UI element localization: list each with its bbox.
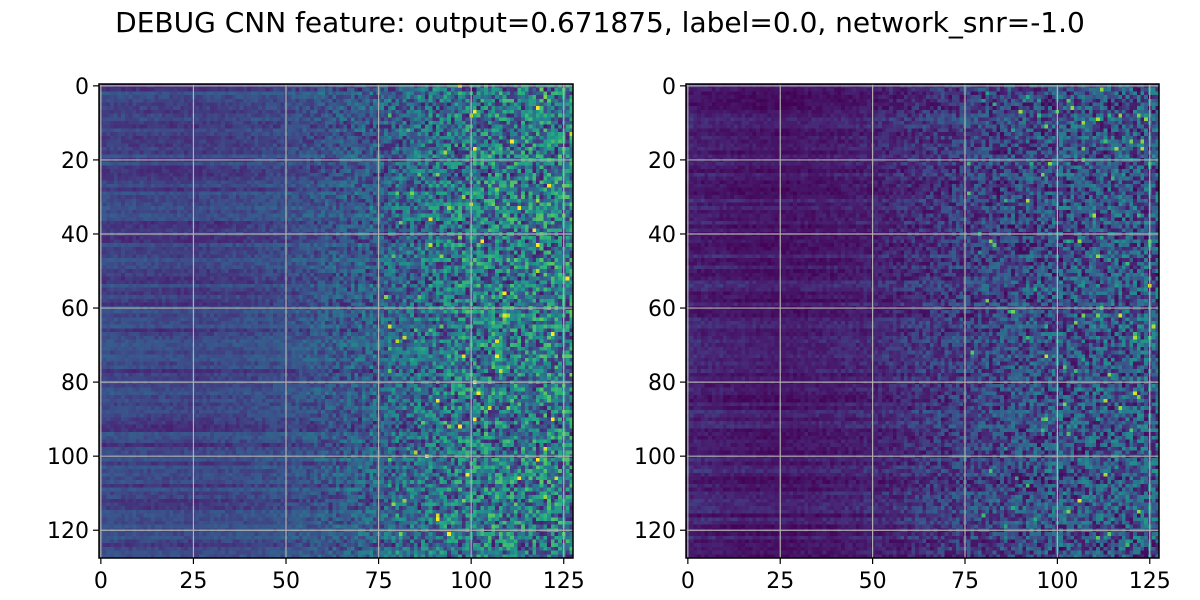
x-tick-label: 125 — [543, 569, 585, 594]
y-tick-label: 40 — [61, 223, 89, 248]
y-tick-label: 80 — [61, 371, 89, 396]
y-tick-label: 60 — [61, 297, 89, 322]
x-tick-label: 0 — [94, 569, 108, 594]
y-tick-label: 20 — [61, 149, 89, 174]
y-tick-label: 80 — [648, 371, 676, 396]
x-tick-label: 50 — [272, 569, 300, 594]
y-tick-label: 20 — [648, 149, 676, 174]
y-tick-label: 60 — [648, 297, 676, 322]
heatmap-panel-left: 0 25 50 75 100 125 0 20 40 60 80 100 120 — [47, 75, 585, 594]
axes-frame — [98, 83, 574, 559]
y-tick-label: 40 — [648, 223, 676, 248]
x-tick-label: 100 — [1036, 569, 1078, 594]
x-tick-label: 25 — [179, 569, 207, 594]
y-tick-label: 120 — [634, 519, 676, 544]
heatmap-image — [99, 84, 573, 558]
x-tick-label: 25 — [766, 569, 794, 594]
x-tick-label: 75 — [951, 569, 979, 594]
x-tick-label: 100 — [450, 569, 492, 594]
x-tick-label: 50 — [859, 569, 887, 594]
figure-title: DEBUG CNN feature: output=0.671875, labe… — [115, 6, 1085, 39]
x-tick-label: 75 — [365, 569, 393, 594]
y-tick-label: 100 — [634, 445, 676, 470]
y-tick-label: 0 — [662, 75, 676, 100]
y-tick-label: 100 — [47, 445, 89, 470]
x-tick-label: 0 — [681, 569, 695, 594]
x-tick-label: 125 — [1129, 569, 1171, 594]
heatmap-image — [686, 84, 1159, 558]
y-tick-label: 120 — [47, 519, 89, 544]
axes-frame — [685, 83, 1160, 559]
y-tick-label: 0 — [75, 75, 89, 100]
heatmap-panel-right: 0 25 50 75 100 125 0 20 40 60 80 100 120 — [634, 75, 1171, 594]
